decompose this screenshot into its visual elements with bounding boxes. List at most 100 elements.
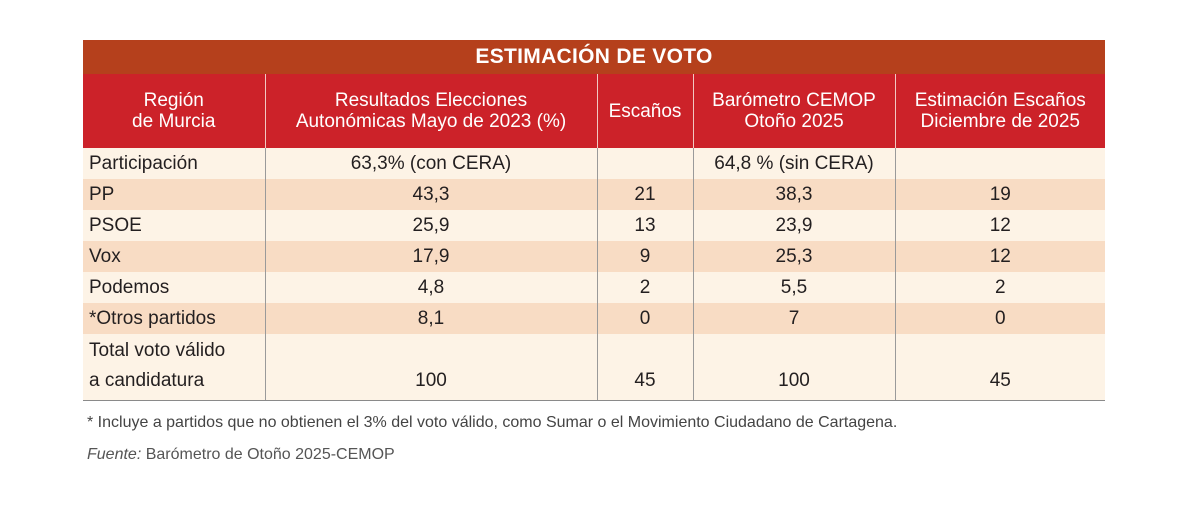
table-cell: 8,1: [264, 303, 597, 334]
table-cell: 45: [596, 334, 693, 401]
source: Fuente: Barómetro de Otoño 2025-CEMOP: [87, 446, 395, 464]
text-line: Participación: [89, 152, 198, 174]
cell-text: 9: [639, 245, 651, 267]
text-line: Estimación Escaños: [914, 90, 1086, 111]
cell-text: 12: [989, 214, 1011, 236]
cell-text: 8,1: [417, 307, 445, 329]
table-row: Podemos 4,8 2 5,5 2: [83, 272, 1106, 303]
table-row: PSOE 25,9 13 23,9 12: [83, 210, 1106, 241]
text-line: de Murcia: [132, 111, 216, 132]
table-cell: 43,3: [264, 179, 597, 210]
row-label: Total voto válido a candidatura: [83, 334, 265, 401]
column-header: Estimación Escaños Diciembre de 2025: [894, 74, 1106, 148]
table-cell: 0: [894, 303, 1106, 334]
table-cell: 12: [894, 210, 1106, 241]
text-line: *Otros partidos: [89, 307, 216, 329]
table-body: Participación 63,3% (con CERA) 64,8 % (sin…: [83, 148, 1106, 401]
column-header: Escaños: [596, 74, 693, 148]
table-row: Total voto válido a candidatura 100 45 100 45: [83, 334, 1106, 401]
cell-text: 7: [788, 307, 800, 329]
table-cell: [596, 148, 693, 179]
table-cell: 64,8 % (sin CERA): [692, 148, 895, 179]
cell-text: 2: [994, 276, 1006, 298]
vote-table: ESTIMACIÓN DE VOTO Región de Murcia Result…: [83, 40, 1106, 401]
table-row: Participación 63,3% (con CERA) 64,8 % (sin…: [83, 148, 1106, 179]
table-cell: 100: [692, 334, 895, 401]
cell-text: 2: [639, 276, 651, 298]
table-cell: 7: [692, 303, 895, 334]
table-cell: 4,8: [264, 272, 597, 303]
table-title: ESTIMACIÓN DE VOTO: [83, 40, 1106, 74]
footnote: * Incluye a partidos que no obtienen el …: [87, 414, 898, 431]
cell-text: 5,5: [780, 276, 808, 298]
text-line: a candidatura: [89, 370, 205, 391]
table-cell: 45: [894, 334, 1106, 401]
cell-text: 0: [994, 307, 1006, 329]
cell-text: 23,9: [775, 214, 813, 236]
column-header: Barómetro CEMOP Otoño 2025: [692, 74, 895, 148]
row-label: PP: [83, 179, 265, 210]
cell-text: 21: [634, 183, 656, 205]
row-label: Podemos: [83, 272, 265, 303]
column-header: Región de Murcia: [83, 74, 265, 148]
table-cell: 2: [596, 272, 693, 303]
text-line: PSOE: [89, 214, 142, 236]
table-cell: [894, 148, 1106, 179]
table-cell: 21: [596, 179, 693, 210]
table-head: ESTIMACIÓN DE VOTO Región de Murcia Result…: [83, 40, 1106, 148]
header-row: Región de Murcia Resultados Elecciones Auto…: [83, 74, 1106, 148]
cell-text: 45: [634, 370, 656, 391]
text-line: Escaños: [608, 100, 682, 122]
table-cell: 0: [596, 303, 693, 334]
text-line: Barómetro CEMOP: [712, 90, 876, 111]
cell-text: 4,8: [417, 276, 445, 298]
text-line: Región: [143, 90, 204, 111]
cell-text: 43,3: [412, 183, 450, 205]
cell-text: 45: [989, 370, 1011, 391]
cell-text: 100: [778, 370, 810, 391]
cell-text: 100: [415, 370, 447, 391]
table-row: Vox 17,9 9 25,3 12: [83, 241, 1106, 272]
table-cell: 5,5: [692, 272, 895, 303]
cell-text: 0: [639, 307, 651, 329]
table-cell: 25,3: [692, 241, 895, 272]
row-label: PSOE: [83, 210, 265, 241]
table-row: PP 43,3 21 38,3 19: [83, 179, 1106, 210]
table-row: *Otros partidos 8,1 0 7 0: [83, 303, 1106, 334]
text-line: Diciembre de 2025: [920, 111, 1080, 132]
text-line: Podemos: [89, 276, 170, 298]
text-line: Autonómicas Mayo de 2023 (%): [295, 111, 567, 132]
cell-text: 13: [634, 214, 656, 236]
row-label: Participación: [83, 148, 265, 179]
cell-text: 17,9: [412, 245, 450, 267]
row-label: Vox: [83, 241, 265, 272]
table-cell: 13: [596, 210, 693, 241]
title-row: ESTIMACIÓN DE VOTO: [83, 40, 1106, 74]
cell-text: 63,3% (con CERA): [350, 152, 512, 174]
text-line: Total voto válido: [89, 340, 226, 361]
cell-text: 25,9: [412, 214, 450, 236]
column-header: Resultados Elecciones Autonómicas Mayo de…: [264, 74, 597, 148]
cell-text: 25,3: [775, 245, 813, 267]
source-label: Fuente:: [87, 446, 142, 463]
table-cell: 9: [596, 241, 693, 272]
table-cell: 25,9: [264, 210, 597, 241]
cell-text: 19: [989, 183, 1011, 205]
table-cell: 12: [894, 241, 1106, 272]
text-line: Resultados Elecciones: [334, 90, 528, 111]
text-line: Otoño 2025: [744, 111, 844, 132]
table-cell: 2: [894, 272, 1106, 303]
cell-text: 38,3: [775, 183, 813, 205]
table-cell: 17,9: [264, 241, 597, 272]
source-text: Barómetro de Otoño 2025-CEMOP: [145, 446, 395, 463]
table-cell: 100: [264, 334, 597, 401]
table-cell: 63,3% (con CERA): [264, 148, 597, 179]
text-line: PP: [89, 183, 115, 205]
table-wrapper: ESTIMACIÓN DE VOTO Región de Murcia Result…: [83, 40, 1106, 401]
table-cell: 38,3: [692, 179, 895, 210]
cell-text: 64,8 % (sin CERA): [714, 152, 874, 174]
text-line: Vox: [89, 245, 121, 267]
cell-text: 12: [989, 245, 1011, 267]
